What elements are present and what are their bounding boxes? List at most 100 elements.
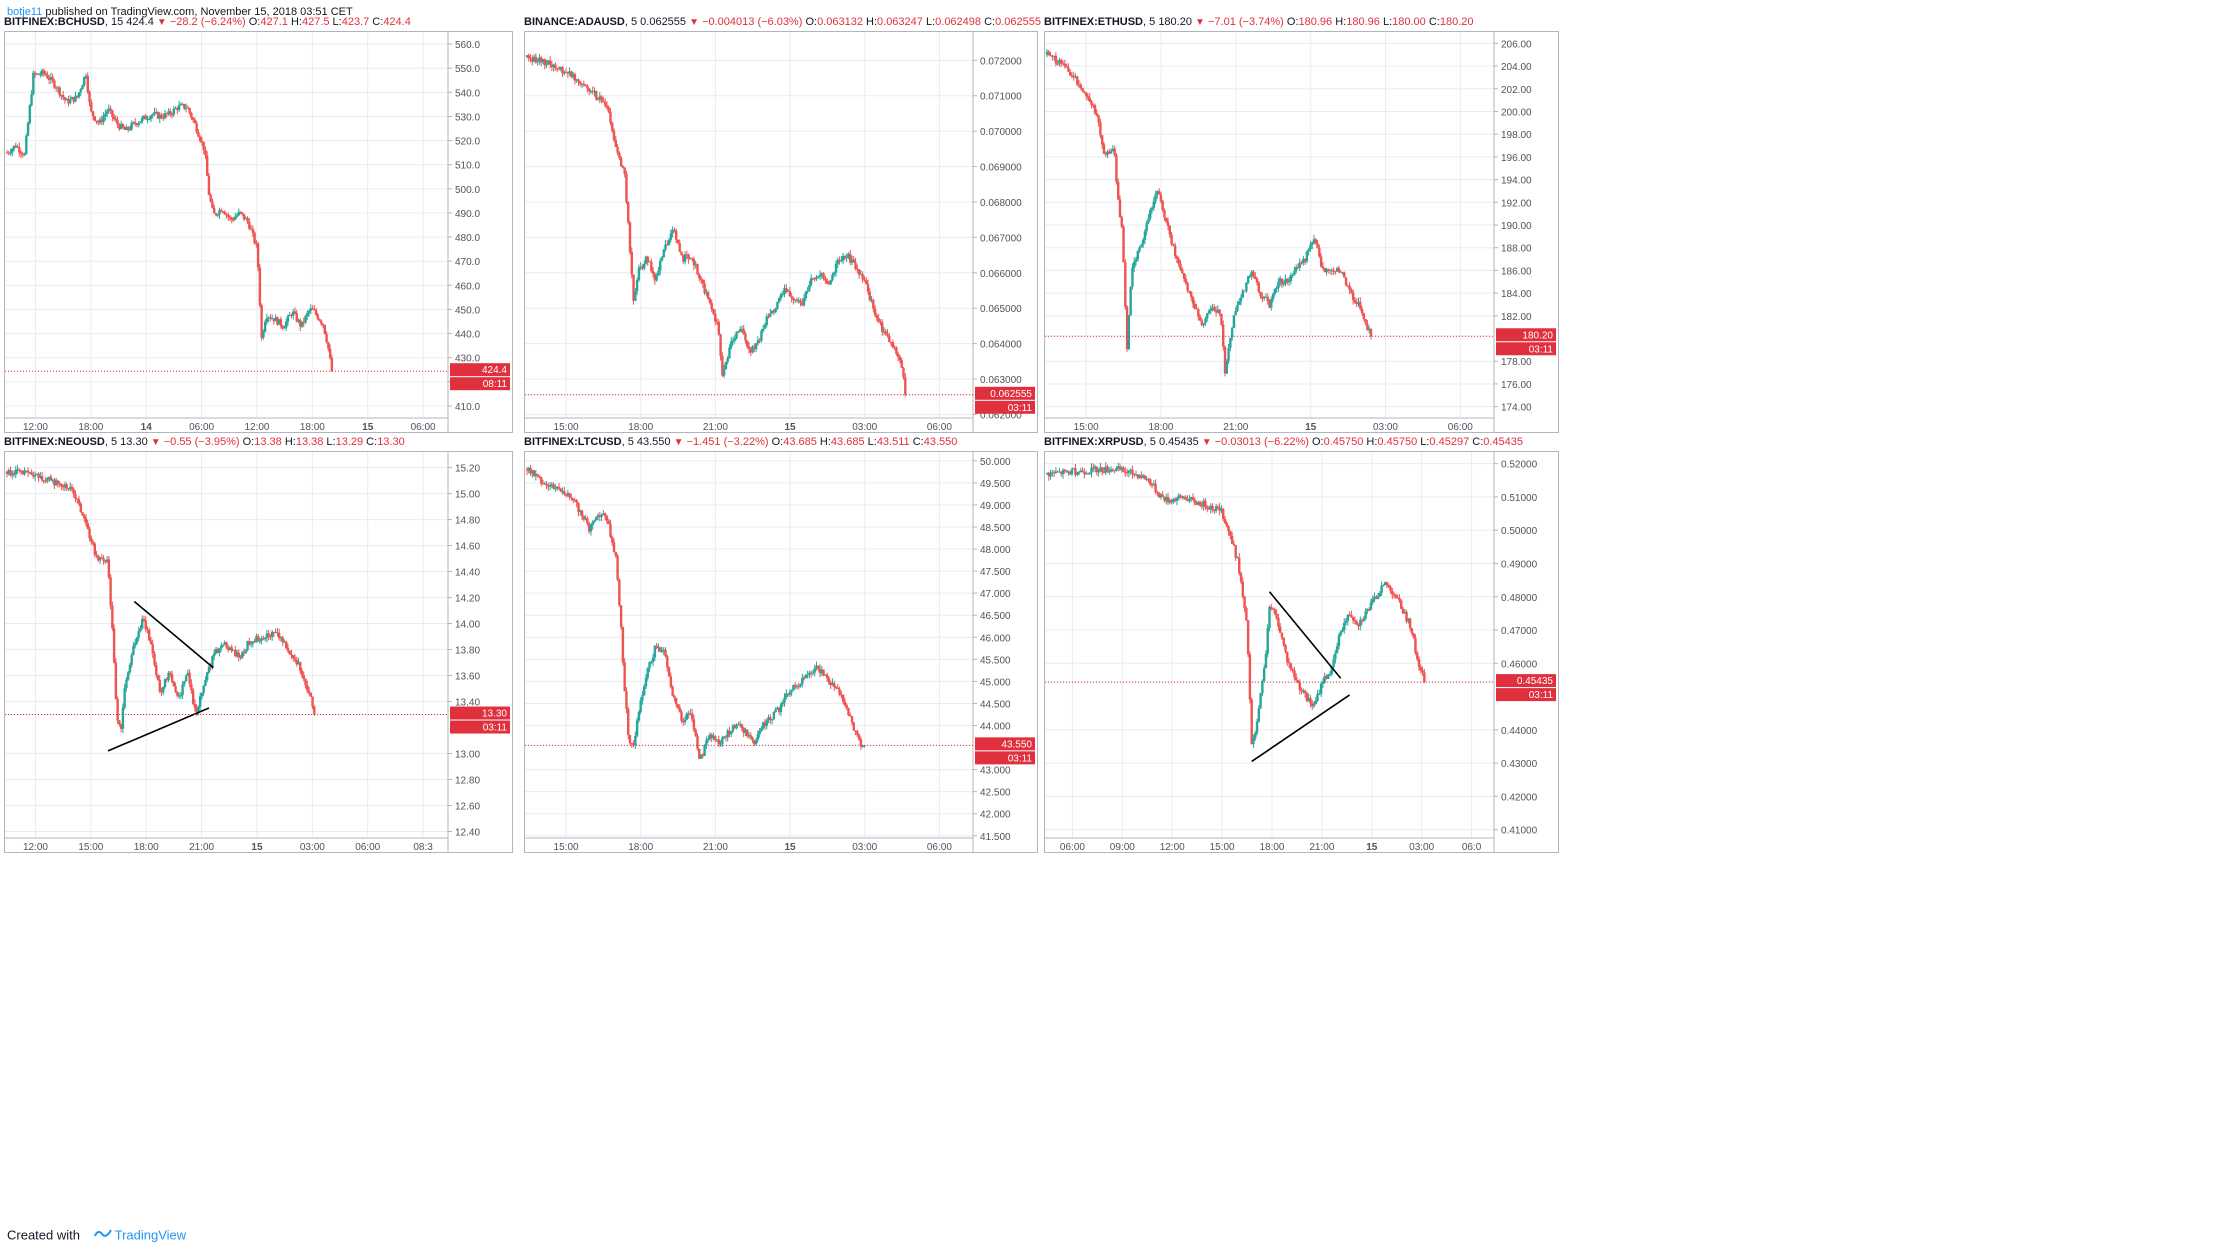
- candle-body: [200, 692, 204, 697]
- candle-body: [177, 695, 181, 697]
- candle-body: [1152, 483, 1155, 485]
- candle-body: [1275, 613, 1278, 618]
- candle-body: [1227, 347, 1230, 362]
- candle-body: [747, 346, 751, 350]
- candle-body: [833, 682, 836, 688]
- candle-body: [683, 719, 687, 723]
- candle-body: [602, 513, 605, 515]
- candle-body: [1159, 494, 1163, 498]
- candle-body: [648, 662, 651, 669]
- candle-body: [1177, 258, 1180, 264]
- time-tick-label: 14: [141, 422, 153, 433]
- chart-canvas[interactable]: 15.20 15.00 14.80 14.60 14.40 14.20 14.00 13.80…: [4, 451, 513, 853]
- candle-body: [799, 300, 802, 303]
- candle-body: [799, 684, 802, 687]
- price-tick-label: 520.0: [455, 137, 480, 148]
- symbol-label[interactable]: BITFINEX:LTCUSD: [524, 436, 622, 448]
- candle-body: [824, 278, 827, 281]
- price-tick-label: 194.00: [1501, 176, 1532, 187]
- candle-body: [32, 474, 35, 477]
- interval-label: 5: [630, 16, 638, 28]
- candle-body: [1330, 667, 1333, 674]
- symbol-label[interactable]: BITFINEX:BCHUSD: [4, 16, 105, 28]
- chart-canvas[interactable]: 0.52000 0.51000 0.50000 0.49000 0.48000 0.470…: [1044, 451, 1559, 853]
- candle-body: [854, 730, 857, 732]
- candle-body: [603, 102, 607, 106]
- price-axis: 15.20 15.00 14.80 14.60 14.40 14.20 14.00 13.80…: [448, 464, 480, 839]
- candle-body: [1140, 475, 1143, 478]
- candle-body: [76, 498, 79, 500]
- candle-body: [1332, 270, 1335, 272]
- candle-body: [1079, 84, 1083, 89]
- chart-canvas[interactable]: 560.0 550.0 540.0 530.0 520.0 510.0 500.0 490.0…: [4, 31, 513, 433]
- candle-body: [822, 669, 825, 676]
- chart-canvas[interactable]: 50.000 49.500 49.000 48.500 48.000 47.500 47.0…: [524, 451, 1038, 853]
- candle-body: [253, 641, 256, 643]
- chart-canvas[interactable]: 206.00 204.00 202.00 200.00 198.00 196.00 194.…: [1044, 31, 1559, 433]
- candle-body: [84, 518, 88, 524]
- candle-body: [1261, 680, 1264, 694]
- candle-body: [598, 515, 602, 517]
- candle-body: [630, 743, 633, 745]
- symbol-label[interactable]: BITFINEX:XRPUSD: [1044, 436, 1144, 448]
- candle-body: [142, 619, 146, 621]
- candle-body: [1243, 290, 1246, 292]
- candle-body: [900, 360, 903, 368]
- last-price-label: 424.4: [126, 16, 154, 28]
- candle-body: [1353, 300, 1357, 303]
- candle-body: [531, 470, 534, 474]
- candle-body: [735, 331, 738, 339]
- time-tick-label: 06:00: [189, 422, 214, 433]
- candle-body: [689, 258, 692, 260]
- candle-body: [191, 690, 195, 704]
- candle-body: [220, 210, 223, 212]
- candle-body: [861, 274, 864, 280]
- candle-body: [1177, 495, 1180, 499]
- candle-body: [1076, 472, 1079, 475]
- candle-body: [690, 713, 694, 720]
- candle-body: [1307, 249, 1310, 252]
- price-tick-label: 14.80: [455, 516, 480, 527]
- candle-body: [1277, 617, 1280, 627]
- candle-body: [1327, 674, 1330, 679]
- candle-body: [683, 254, 687, 262]
- candle-body: [198, 696, 202, 707]
- tradingview-link[interactable]: TradingView: [114, 1227, 187, 1243]
- candle-body: [1129, 286, 1132, 316]
- candle-body: [600, 514, 603, 517]
- author-link[interactable]: botje11: [7, 6, 43, 18]
- candle-body: [1323, 267, 1326, 273]
- countdown-badge: [975, 400, 1035, 414]
- candle-body: [323, 325, 327, 334]
- candle-body: [1238, 301, 1241, 305]
- candle-body: [1334, 653, 1337, 660]
- candle-body: [1407, 618, 1410, 622]
- symbol-label[interactable]: BITFINEX:NEOUSD: [4, 436, 105, 448]
- time-tick-label: 21:00: [703, 842, 728, 853]
- candle-body: [81, 512, 84, 516]
- close-value: 180.20: [1439, 16, 1474, 28]
- candle-body: [637, 268, 641, 281]
- candle-body: [595, 91, 598, 100]
- candle-body: [1109, 151, 1113, 154]
- candle-body: [297, 662, 300, 665]
- candle-body: [1058, 59, 1061, 64]
- candle-body: [836, 259, 839, 264]
- candle-body: [1131, 469, 1134, 475]
- open-value: 0.45750: [1323, 436, 1364, 448]
- candle-body: [88, 528, 91, 539]
- candle-body: [169, 672, 172, 675]
- candle-body: [77, 92, 81, 98]
- symbol-label[interactable]: BINANCE:ADAUSD: [524, 16, 625, 28]
- candle-body: [248, 221, 251, 229]
- open-value: 43.685: [783, 436, 817, 448]
- candle-body: [155, 664, 158, 675]
- chart-canvas[interactable]: 0.072000 0.071000 0.070000 0.069000 0.068000…: [524, 31, 1038, 433]
- candle-body: [809, 672, 813, 674]
- candle-body: [156, 112, 160, 119]
- candle-body: [547, 485, 550, 487]
- price-tick-label: 48.500: [980, 523, 1011, 534]
- candle-body: [818, 668, 822, 674]
- candle-body: [1163, 210, 1166, 218]
- symbol-label[interactable]: BITFINEX:ETHUSD: [1044, 16, 1143, 28]
